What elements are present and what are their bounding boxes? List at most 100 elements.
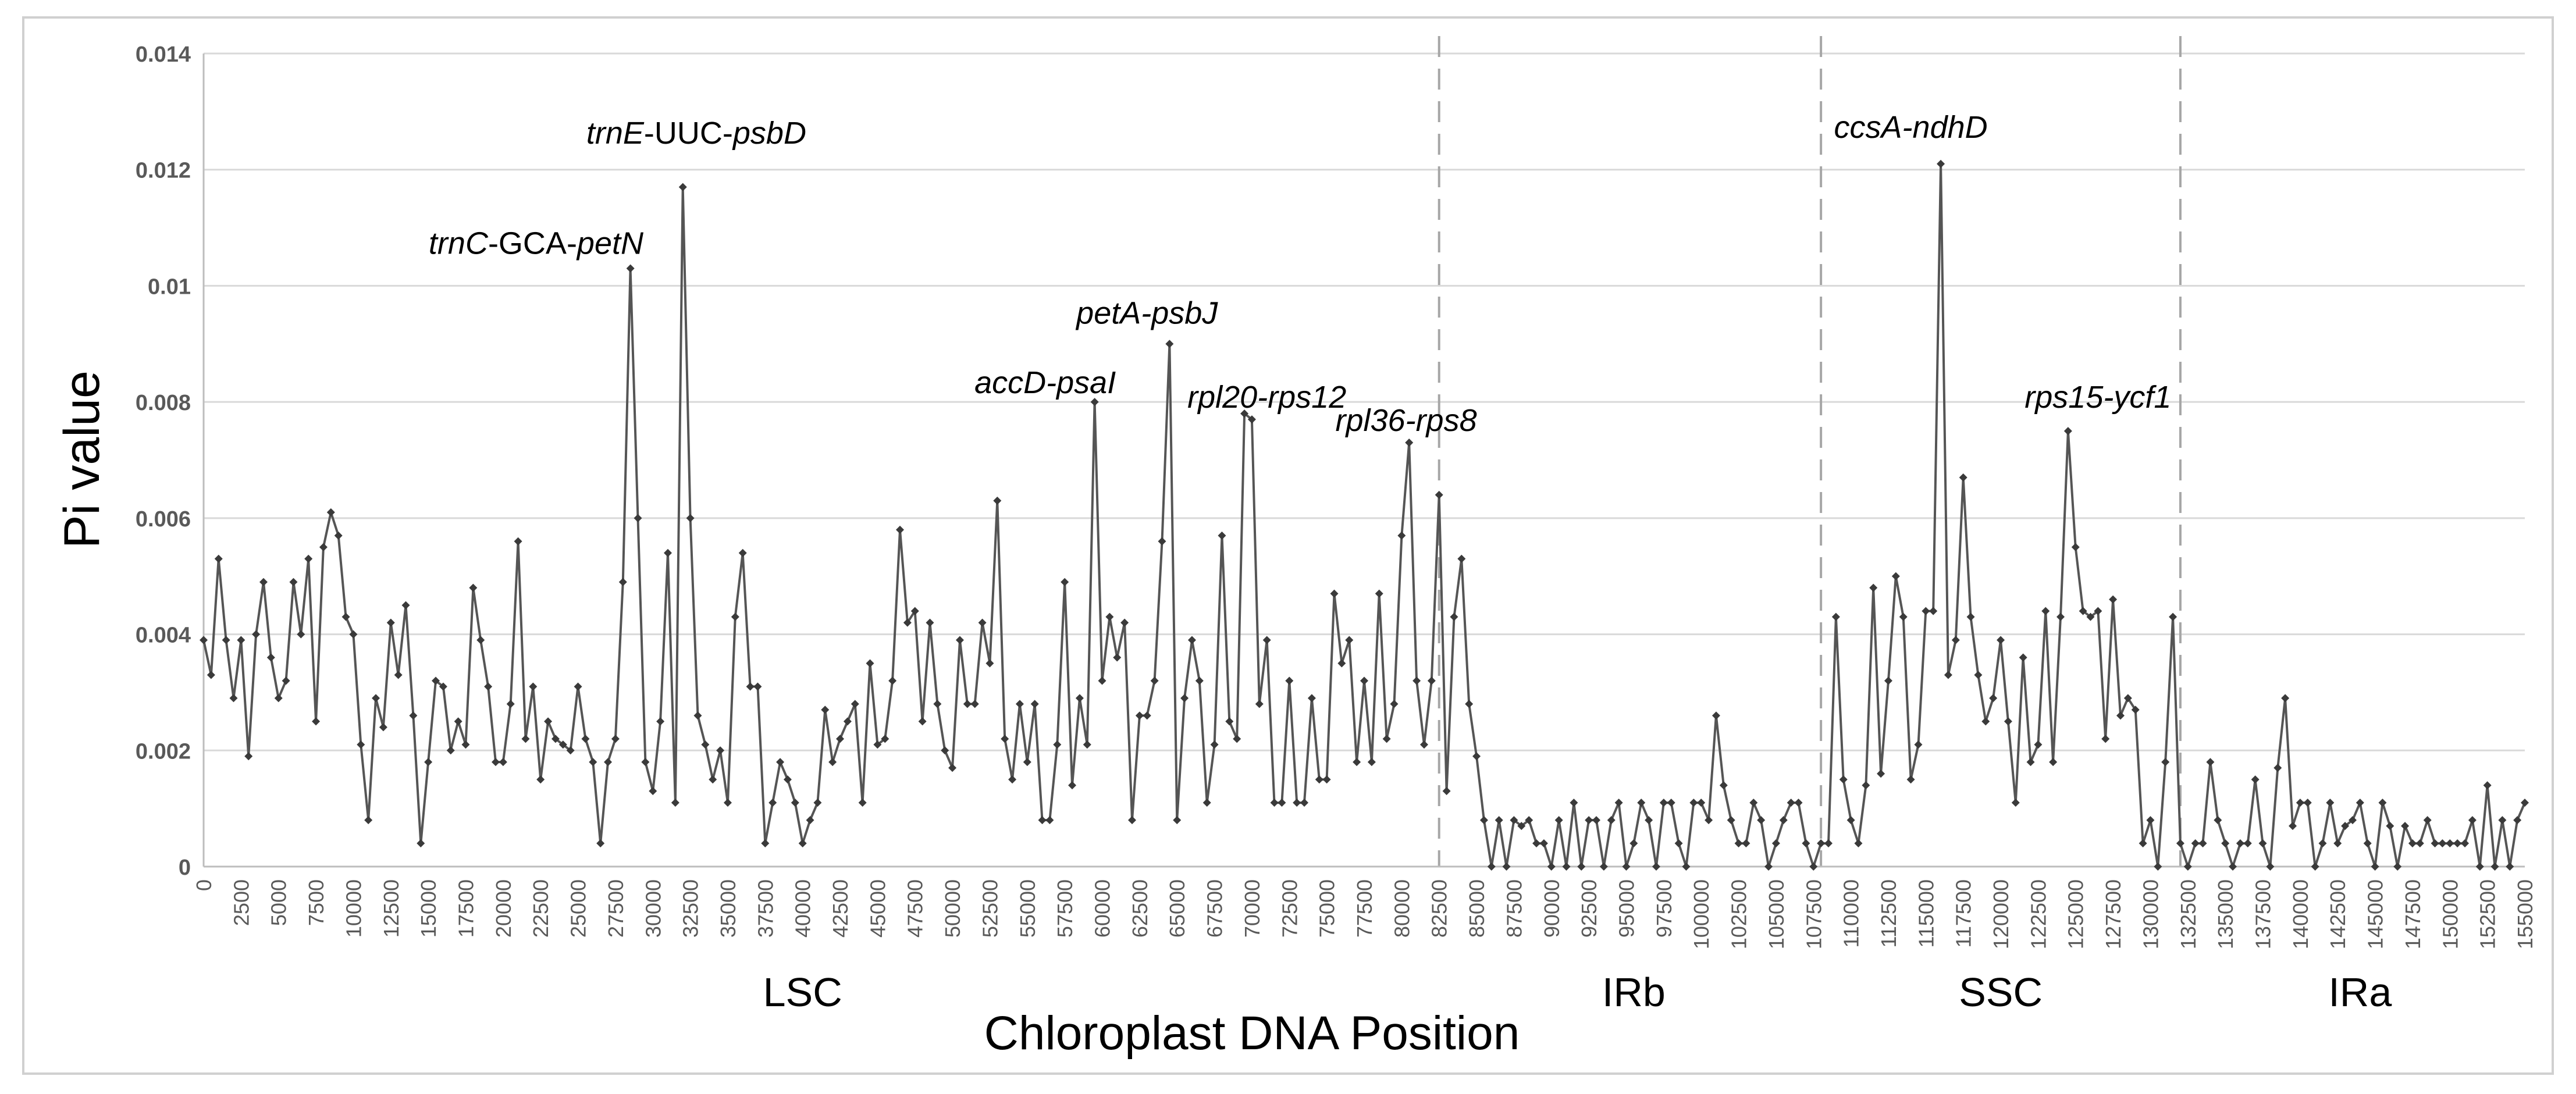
data-point: [993, 496, 1002, 505]
data-point: [326, 508, 335, 516]
data-point: [2183, 863, 2192, 871]
data-point: [446, 746, 455, 755]
data-point: [626, 264, 635, 273]
data-point: [1390, 700, 1399, 708]
x-tick-label: 130000: [2139, 879, 2162, 949]
y-tick-label: 0: [179, 856, 191, 880]
data-point: [1877, 769, 1885, 778]
data-point: [386, 618, 395, 627]
data-point: [1764, 863, 1773, 871]
data-point: [394, 671, 403, 679]
x-tick-label: 60000: [1091, 879, 1115, 938]
x-tick-label: 15000: [417, 879, 440, 938]
data-point: [678, 183, 687, 191]
x-tick-label: 7500: [304, 879, 328, 926]
data-point: [664, 548, 672, 557]
data-point: [1262, 636, 1271, 644]
x-tick-label: 80000: [1390, 879, 1414, 938]
data-point: [1397, 531, 1406, 540]
x-tick-label: 25000: [567, 879, 590, 938]
data-point: [574, 682, 582, 691]
data-point: [439, 682, 447, 691]
chart-frame: [22, 16, 2554, 1075]
x-tick-label: 20000: [492, 879, 515, 938]
data-point: [2483, 781, 2492, 790]
data-point: [963, 700, 972, 708]
annotations: trnC-GCA-petN trnE-UUC-psbD accD-psaI petA-…: [429, 110, 2171, 438]
y-tick-label: 0.004: [136, 623, 191, 648]
x-tick-label: 57500: [1053, 879, 1077, 938]
data-point: [1412, 676, 1421, 685]
data-point: [1502, 863, 1511, 871]
x-tick-label: 72500: [1278, 879, 1301, 938]
data-point: [1914, 740, 1923, 749]
data-point: [1090, 398, 1099, 407]
data-point: [618, 578, 627, 586]
x-tick-label: 145000: [2364, 879, 2388, 949]
data-point: [372, 694, 380, 703]
data-point: [2191, 839, 2200, 848]
x-tick-label: 97500: [1652, 879, 1676, 938]
data-point: [634, 514, 642, 522]
x-tick-label: 67500: [1203, 879, 1227, 938]
data-point: [401, 601, 410, 610]
data-point: [881, 735, 889, 743]
data-point: [2468, 816, 2477, 825]
data-point: [1113, 653, 1122, 662]
data-point: [2019, 653, 2027, 662]
data-point: [2415, 839, 2424, 848]
data-point: [1869, 583, 1878, 592]
data-point: [2109, 595, 2118, 604]
data-point: [2251, 775, 2260, 784]
data-point: [851, 700, 859, 708]
data-point: [2056, 612, 2065, 621]
data-point: [1966, 612, 1975, 621]
data-point: [753, 682, 762, 691]
data-point: [2431, 839, 2439, 848]
x-tick-label: 50000: [941, 879, 965, 938]
data-point: [1472, 752, 1481, 761]
data-point: [985, 659, 994, 668]
data-point: [1622, 863, 1631, 871]
data-point: [2071, 543, 2080, 551]
region-label-irb: IRb: [1602, 970, 1666, 1015]
x-tick-label: 125000: [2064, 879, 2088, 949]
data-point: [214, 554, 223, 563]
data-point: [1187, 636, 1196, 644]
data-point: [1150, 676, 1159, 685]
data-point: [2116, 711, 2125, 720]
data-point: [821, 705, 830, 714]
x-tick-label: 77500: [1353, 879, 1376, 938]
data-point: [2154, 863, 2162, 871]
data-point: [2326, 799, 2335, 807]
data-point: [2086, 612, 2095, 621]
x-tick-labels: 0 2500 5000 7500 10000 12500 15000 17500 20000 22…: [192, 879, 2537, 949]
data-point: [738, 548, 747, 557]
x-tick-label: 100000: [1689, 879, 1713, 949]
data-point: [222, 636, 230, 644]
data-point: [1577, 863, 1586, 871]
data-point: [2363, 839, 2372, 848]
x-tick-label: 55000: [1016, 879, 1040, 938]
x-tick-label: 32500: [679, 879, 703, 938]
y-tick-labels: 0 0.002 0.004 0.006 0.008 0.01 0.012 0.014: [136, 42, 191, 880]
data-point: [379, 723, 387, 732]
data-point: [604, 758, 613, 767]
data-point: [806, 816, 814, 825]
x-tick-label: 92500: [1577, 879, 1601, 938]
x-tick-label: 105000: [1764, 879, 1788, 949]
data-point: [2506, 863, 2514, 871]
data-point: [1884, 676, 1892, 685]
data-point: [933, 700, 942, 708]
data-point: [2243, 839, 2252, 848]
x-tick-label: 10000: [341, 879, 365, 938]
data-point: [476, 636, 485, 644]
y-tick-label: 0.008: [136, 391, 191, 415]
data-point: [1202, 799, 1211, 807]
data-point: [2393, 863, 2402, 871]
x-tick-label: 140000: [2289, 879, 2312, 949]
annotation-label: rpl20-rps12: [1187, 380, 1346, 415]
data-point: [2521, 799, 2529, 807]
data-point: [1846, 816, 1855, 825]
